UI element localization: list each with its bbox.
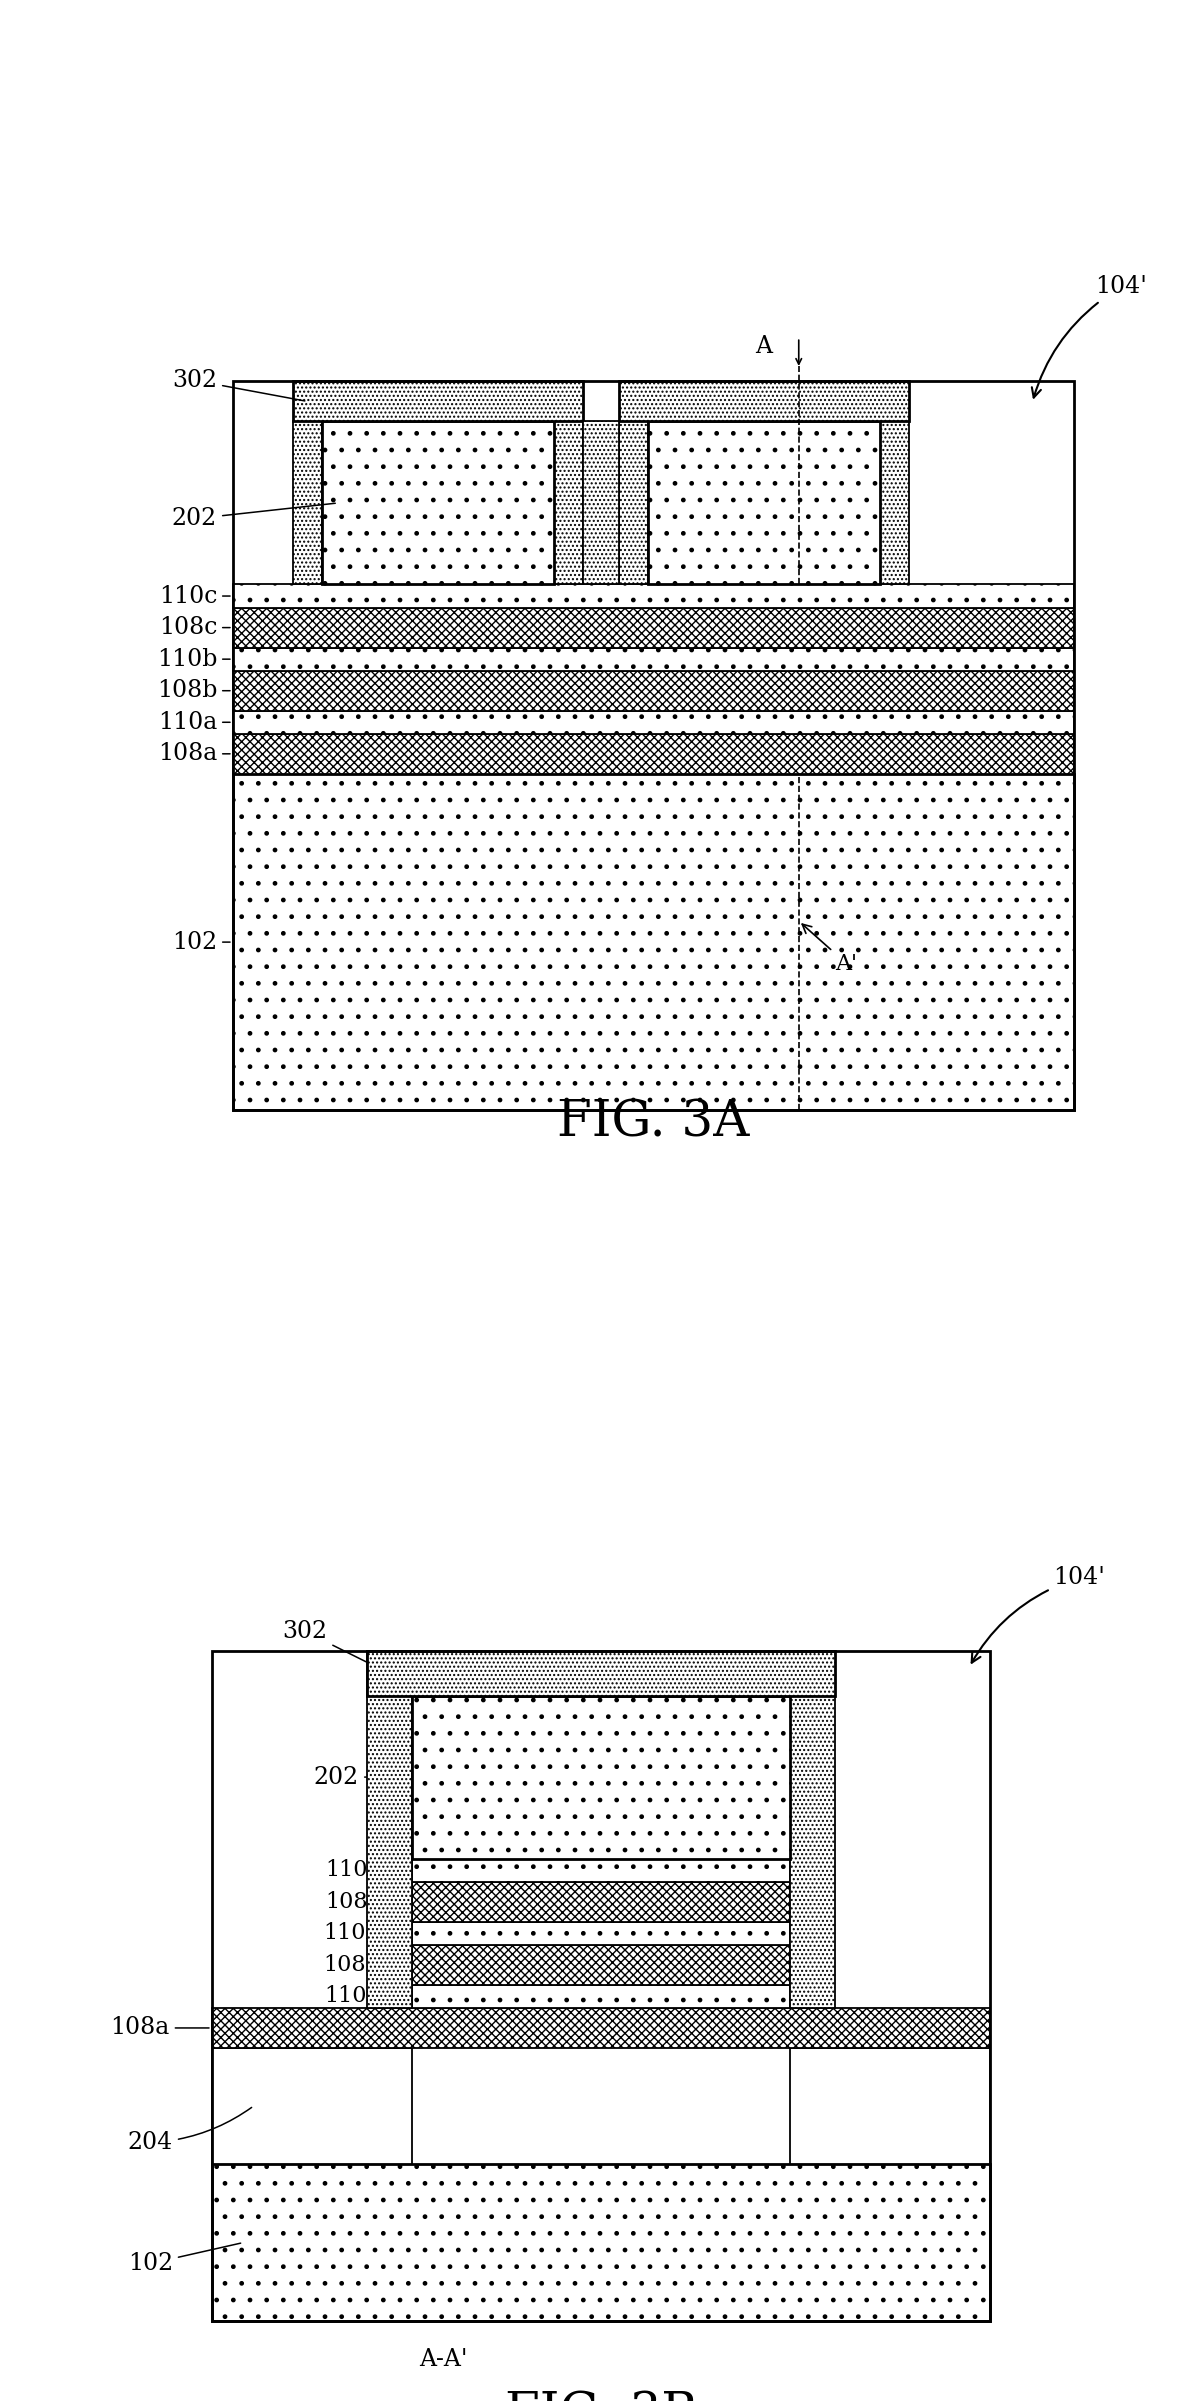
Bar [212,2163,990,2322]
Text: 108a: 108a [157,742,230,766]
Text: 104': 104' [971,1565,1105,1664]
Bar [233,670,1075,711]
Text: A': A' [802,924,858,975]
Bar [411,1986,791,2007]
Bar [648,423,880,583]
Bar [233,382,1075,1109]
Bar [411,1921,791,1945]
Text: 108b: 108b [156,679,230,701]
Bar [293,423,322,583]
Text: FIG. 3A: FIG. 3A [558,1097,750,1148]
Bar [212,1652,990,2322]
Bar [233,648,1075,670]
Bar [233,735,1075,773]
Bar [233,711,1075,735]
Bar [411,1882,791,1921]
Bar [619,382,909,423]
Text: 110a: 110a [325,1986,409,2007]
Bar [212,2048,411,2163]
Text: 302: 302 [172,370,305,401]
Bar [233,607,1075,648]
Text: 202: 202 [172,504,335,531]
Text: 110b: 110b [156,648,230,670]
Bar [411,1695,791,1858]
Bar [791,1652,834,2007]
Bar [368,1652,834,1695]
Bar [411,1858,791,1882]
Text: 204: 204 [127,2108,251,2154]
Text: 108b: 108b [323,1954,409,1976]
Text: FIG. 3B: FIG. 3B [505,2389,697,2401]
Bar [368,1652,411,2007]
Text: 302: 302 [282,1621,387,1671]
Bar [554,423,583,583]
Bar [791,2048,990,2163]
Text: 110c: 110c [159,583,230,607]
Bar [233,773,1075,1109]
Bar [583,423,619,583]
Bar [619,423,648,583]
Text: 108c: 108c [159,617,230,639]
Bar [293,382,583,423]
Text: 102: 102 [127,2243,240,2276]
Text: 108a: 108a [111,2017,209,2038]
Text: A: A [755,336,773,358]
Bar [411,1945,791,1986]
Text: 108c: 108c [325,1890,409,1914]
Bar [212,2007,990,2048]
Text: 110c: 110c [325,1858,409,1880]
Text: 102: 102 [172,932,230,953]
Bar [880,423,909,583]
Bar [322,423,554,583]
Text: 104': 104' [1031,276,1147,399]
Text: 202: 202 [314,1765,424,1789]
Bar [233,583,1075,607]
Text: 110b: 110b [323,1923,409,1945]
Text: A-A': A-A' [419,2348,468,2370]
Text: 110a: 110a [157,711,230,735]
